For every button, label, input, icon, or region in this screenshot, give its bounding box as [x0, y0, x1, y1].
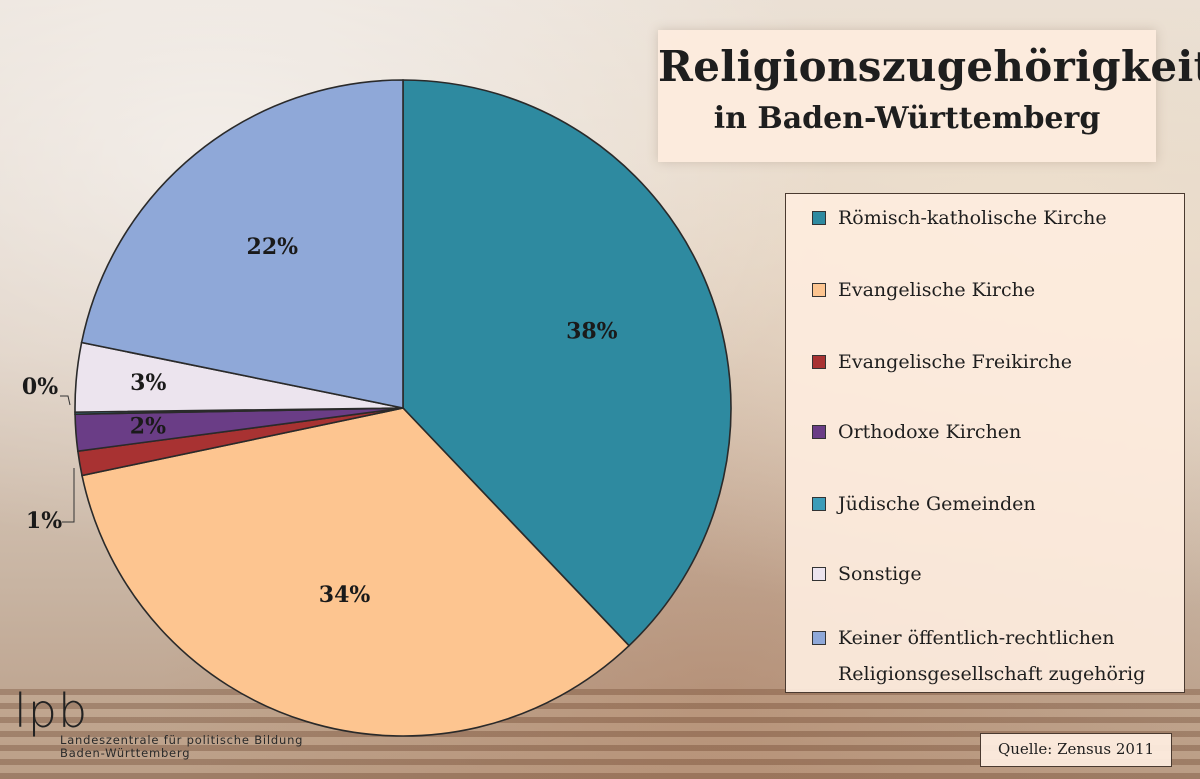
legend-swatch-5	[812, 567, 826, 581]
lpb-logo-mark: lpb	[14, 684, 89, 738]
chart-legend: Römisch-katholische Kirche Evangelische K…	[785, 193, 1185, 693]
pie-slice-1	[81, 407, 631, 737]
legend-label-6-1: Religionsgesellschaft zugehörig	[838, 663, 1146, 685]
pie-slice-6	[80, 79, 404, 409]
legend-label-1-0: Evangelische Kirche	[838, 279, 1036, 301]
legend-label-2-0: Evangelische Freikirche	[838, 351, 1073, 373]
legend-swatch-0	[812, 211, 826, 225]
legend-label-0-0: Römisch-katholische Kirche	[838, 207, 1107, 229]
legend-swatch-6	[812, 631, 826, 645]
title-box: Religionszugehörigkeit in Baden-Württemb…	[658, 30, 1200, 162]
leader-line-4	[60, 395, 71, 406]
legend-item-2: Evangelische Freikirche	[812, 346, 1172, 378]
legend-swatch-4	[812, 497, 826, 511]
slice-label-3: 2%	[130, 413, 166, 439]
slice-label-6: 22%	[247, 234, 299, 260]
chart-title: Religionszugehörigkeit	[658, 42, 1200, 91]
slice-label-2: 1%	[26, 508, 62, 534]
slice-label-0: 38%	[566, 319, 618, 345]
slice-label-5: 3%	[130, 370, 166, 396]
lpb-logo-line-1: Landeszentrale für politische Bildung	[60, 733, 304, 747]
pie-chart: 38% 34% 1% 2% 0% 3% 22%	[22, 79, 732, 737]
lpb-logo-line-2: Baden-Württemberg	[60, 746, 191, 760]
lpb-logo: lpb Landeszentrale für politische Bildun…	[14, 688, 314, 773]
legend-label-4-0: Jüdische Gemeinden	[838, 493, 1036, 515]
legend-label-5-0: Sonstige	[838, 563, 922, 585]
legend-item-5: Sonstige	[812, 558, 1172, 590]
pie-slice-0	[402, 79, 732, 647]
legend-swatch-2	[812, 355, 826, 369]
legend-label-6-0: Keiner öffentlich-rechtlichen	[838, 627, 1115, 649]
legend-swatch-1	[812, 283, 826, 297]
slice-label-1: 34%	[319, 582, 371, 608]
legend-item-3: Orthodoxe Kirchen	[812, 416, 1172, 448]
slice-label-4: 0%	[22, 374, 58, 400]
legend-swatch-3	[812, 425, 826, 439]
legend-item-0: Römisch-katholische Kirche	[812, 202, 1172, 234]
legend-item-4: Jüdische Gemeinden	[812, 488, 1172, 520]
chart-subtitle: in Baden-Württemberg	[713, 101, 1101, 136]
legend-label-3-0: Orthodoxe Kirchen	[838, 421, 1022, 443]
legend-item-1: Evangelische Kirche	[812, 274, 1172, 306]
leader-line-2	[62, 468, 75, 523]
legend-item-6: Keiner öffentlich-rechtlichen Religionsge…	[812, 622, 1172, 690]
source-note: Quelle: Zensus 2011	[980, 733, 1172, 767]
